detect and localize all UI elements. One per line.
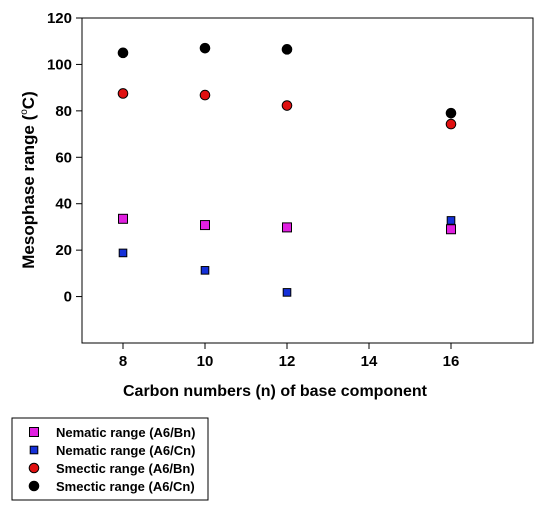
y-axis-title-unit: C) [19, 91, 38, 109]
data-point-series-4 [199, 42, 211, 54]
y-tick-label: 20 [55, 242, 72, 259]
data-point-series-1 [118, 213, 128, 224]
data-point-series-3 [199, 89, 211, 101]
x-axis-ticks: 8 10 12 14 16 [119, 343, 460, 370]
y-tick-label: 40 [55, 196, 72, 213]
legend-marker-4 [28, 480, 40, 492]
y-axis-title: Mesophase range (oC) [19, 91, 38, 269]
y-axis-title-main: Mesophase range ( [19, 114, 38, 268]
x-tick-label: 14 [361, 353, 378, 370]
y-tick-label: 120 [47, 10, 72, 27]
data-point-series-1 [446, 224, 456, 235]
x-axis-title: Carbon numbers (n) of base component [123, 383, 428, 400]
data-point-series-1 [282, 222, 292, 233]
y-tick-label: 80 [55, 103, 72, 120]
data-point-series-4 [281, 44, 293, 55]
legend-marker-2 [29, 445, 39, 455]
x-tick-label: 12 [279, 353, 296, 370]
data-points [117, 42, 457, 297]
data-point-series-1 [200, 220, 210, 231]
data-point-series-4 [445, 107, 457, 119]
y-axis-title-degree: o [19, 109, 30, 115]
legend: Nematic range (A6/Bn) Nematic range (A6/… [11, 417, 209, 501]
legend-label-1: Nematic range (A6/Bn) [56, 425, 195, 440]
data-point-series-3 [281, 100, 293, 111]
y-tick-label: 100 [47, 56, 72, 73]
data-point-series-2 [282, 288, 292, 297]
data-point-series-4 [117, 47, 129, 59]
legend-label-3: Smectic range (A6/Bn) [56, 461, 195, 476]
x-tick-label: 8 [119, 353, 127, 370]
y-axis-ticks: 0 20 40 60 80 100 120 [47, 10, 82, 306]
legend-label-2: Nematic range (A6/Cn) [56, 443, 195, 458]
data-point-series-2 [118, 248, 128, 258]
legend-marker-3 [28, 462, 40, 474]
legend-label-4: Smectic range (A6/Cn) [56, 479, 195, 494]
data-point-series-2 [446, 216, 456, 225]
legend-marker-1 [29, 427, 39, 437]
data-point-series-3 [117, 88, 129, 99]
legend-items: Nematic range (A6/Bn) Nematic range (A6/… [28, 425, 195, 494]
y-tick-label: 0 [64, 289, 72, 306]
x-tick-label: 10 [197, 353, 214, 370]
data-point-series-3 [445, 118, 457, 130]
y-tick-label: 60 [55, 149, 72, 166]
plot-frame [81, 17, 534, 344]
data-point-series-2 [200, 266, 210, 275]
x-tick-label: 16 [443, 353, 460, 370]
legend-box [11, 417, 209, 501]
